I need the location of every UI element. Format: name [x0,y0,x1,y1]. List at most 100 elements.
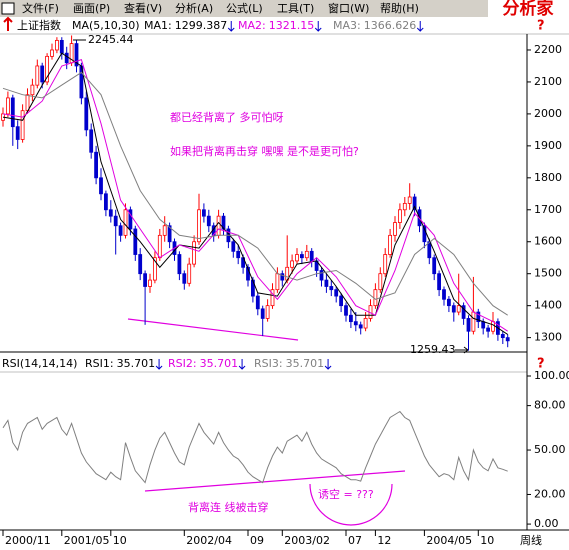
legend-value: 35.701 [117,357,156,370]
candle-body [216,215,221,236]
help-button[interactable]: ? [537,357,545,372]
y-tick-label: 100.00 [534,369,569,382]
low-label: 1259.43 [410,343,456,356]
candle-body [437,273,442,291]
menu-item[interactable]: 分析(A) [175,1,213,15]
candle-body [84,97,89,131]
candle-body [15,126,20,140]
x-tick-label: 07 [348,534,362,547]
y-tick-label: 2200 [534,43,562,56]
candle-body [358,324,363,329]
candle-body [94,151,98,179]
candle-body [35,65,40,86]
candle-body [476,311,481,323]
rsi-line [2,410,508,484]
menu-item[interactable]: 窗口(W) [328,1,369,15]
toggle-icon[interactable] [3,16,13,31]
annotation: 诱空 = ??? [318,487,374,501]
candle-body [309,250,314,262]
candle-body [393,222,397,236]
candle-body [471,311,476,332]
candle-body [339,295,344,307]
candle-body [466,318,471,332]
candle-body [231,241,236,252]
menu-item[interactable]: 工具(T) [277,2,314,15]
y-tick-label: 80.00 [534,399,566,412]
x-tick-label: 12 [377,534,391,547]
menu-item[interactable]: 帮助(H) [380,1,419,15]
candle-body [461,305,466,319]
candle-body [74,43,79,67]
candle-body [456,305,461,313]
help-button[interactable]: ? [537,19,545,34]
logo-box [488,0,569,17]
candle-body [388,234,393,255]
menu-item[interactable]: 公式(L) [226,2,263,15]
x-tick-label: 10 [113,534,127,547]
candle-body [89,129,94,153]
candle-body [143,273,148,287]
candle-body [187,263,192,284]
menu-item[interactable]: 画面(P) [73,2,110,15]
candle-body [59,39,64,54]
peak-label: 2245.44 [88,33,134,46]
x-tick-label: 10 [480,534,494,547]
candle-body [329,286,334,291]
candle-body [304,250,309,259]
y-tick-label: 20.00 [534,487,566,500]
y-tick-label: 1600 [534,235,562,248]
candle-body [427,241,432,259]
indicator-name: MA(5,10,30) [72,19,140,32]
candle-body [324,279,329,287]
annotation: 背离连 线被击穿 [188,500,269,514]
legend-value: 1366.626 [364,19,417,32]
index-name: 上证指数 [17,18,61,32]
candle-body [255,295,260,310]
y-tick-label: 2100 [534,75,562,88]
legend-name: RSI3: [254,357,283,370]
candle-body [128,209,133,230]
candle-body [446,298,451,307]
candle-body [6,97,10,115]
y-tick-label: 0.00 [534,517,559,530]
legend-value: 1321.15 [269,19,315,32]
candle-body [152,257,157,281]
y-tick-label: 1400 [534,299,562,312]
legend-value: 1299.387 [175,19,228,32]
candle-body [138,254,143,275]
candle-body [10,97,15,128]
trend-arrow [155,359,163,370]
candle-body [201,209,206,217]
candle-body [192,241,197,265]
candle-body [334,289,339,297]
candle-body [167,225,172,243]
legend-value: 35.701 [286,357,325,370]
annotation: 都已经背离了 多可怕呀 [170,110,284,124]
candle-body [295,254,299,262]
candle-body [20,110,25,140]
menu-item[interactable]: 文件(F) [22,1,59,15]
candle-body [486,327,491,332]
menu-item[interactable]: 查看(V) [124,1,162,15]
candle-body [113,215,118,227]
candle-body [104,193,108,211]
candle-body [64,52,69,64]
menu-bar [0,0,569,17]
highlight-arc [309,483,393,526]
annotation: 如果把背离再击穿 嘿嘿 是不是更可怕? [170,144,359,158]
divergence-line [144,470,406,492]
candle-body [270,289,275,307]
trend-arrow [227,21,235,32]
candle-body [133,228,138,255]
candle-body [260,308,265,319]
candle-body [412,196,417,211]
candle-body [265,305,270,319]
candle-body [319,270,324,281]
candle-body [280,273,285,281]
candle-body [491,321,495,332]
x-tick-label: 2002/04 [186,534,232,547]
y-tick-label: 1500 [534,267,562,280]
candle-body [45,55,49,83]
y-tick-label: 1800 [534,171,562,184]
